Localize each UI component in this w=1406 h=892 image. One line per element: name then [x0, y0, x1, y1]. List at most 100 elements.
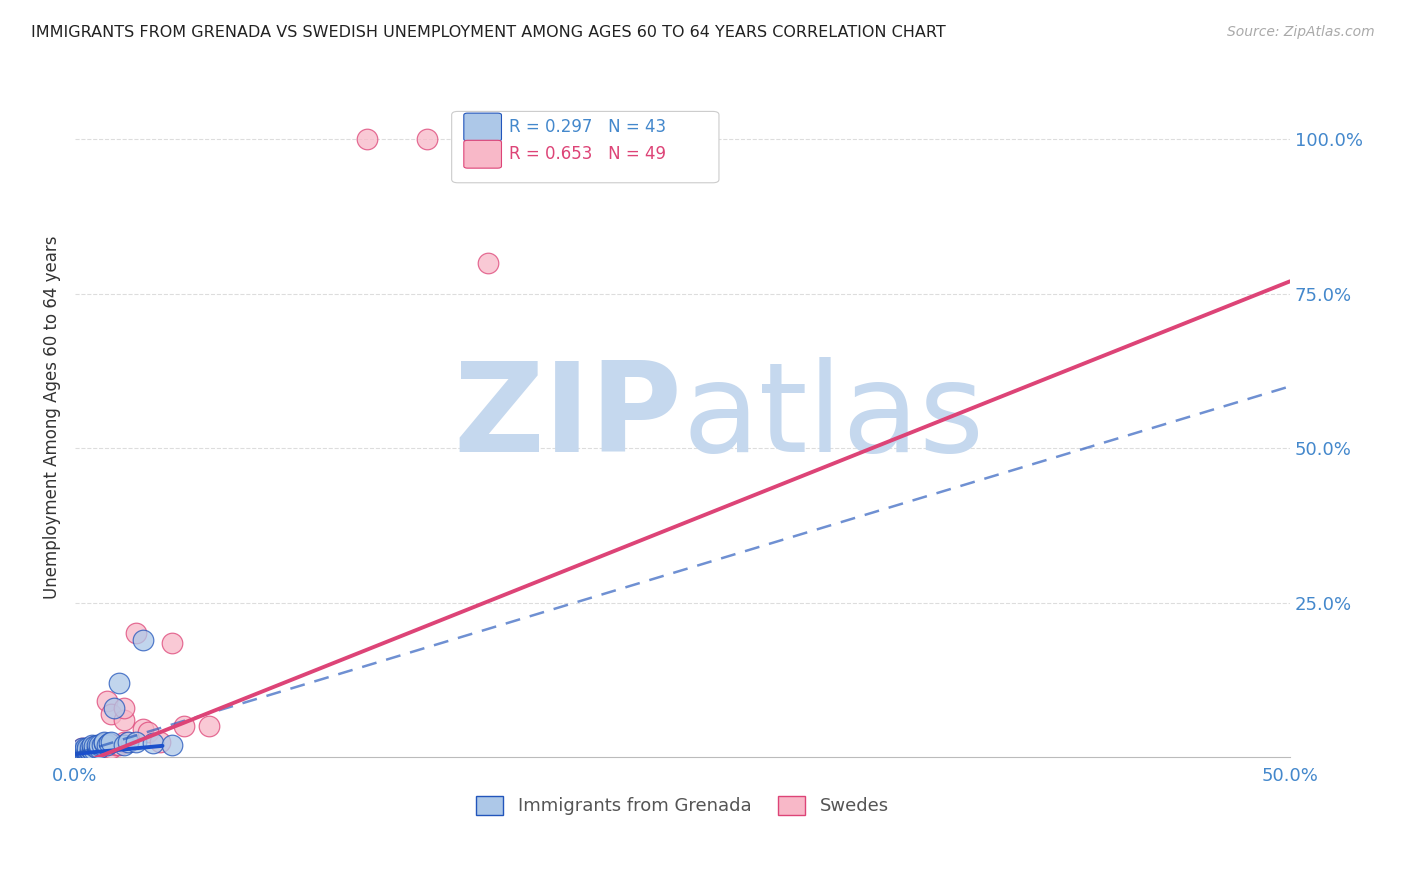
Point: [76, 747, 98, 761]
Point: [107, 676, 129, 690]
Text: ZIP: ZIP: [454, 357, 682, 478]
Point: [63, 747, 86, 761]
Point: [83, 742, 105, 756]
Point: [80, 738, 103, 752]
Point: [63, 747, 86, 761]
Point: [76, 744, 98, 758]
Point: [93, 734, 115, 748]
Point: [86, 738, 108, 752]
Point: [76, 742, 98, 756]
Point: [72, 745, 94, 759]
Point: [76, 745, 98, 759]
Point: [79, 740, 101, 755]
Point: [112, 734, 135, 748]
Point: [72, 744, 94, 758]
Point: [86, 740, 108, 755]
Point: [69, 745, 91, 759]
Point: [356, 132, 378, 146]
Point: [112, 738, 135, 752]
Point: [79, 744, 101, 758]
Point: [93, 736, 115, 750]
Point: [80, 744, 103, 758]
Point: [76, 740, 98, 755]
Point: [79, 745, 101, 759]
Point: [477, 256, 499, 270]
Point: [73, 742, 96, 756]
Point: [96, 738, 118, 752]
Point: [72, 740, 94, 755]
Point: [69, 747, 91, 761]
Point: [90, 738, 112, 752]
Point: [160, 635, 183, 649]
Point: [117, 734, 139, 748]
Point: [83, 742, 105, 756]
Point: [100, 706, 122, 721]
Point: [125, 734, 148, 748]
Point: [89, 740, 111, 755]
Text: Source: ZipAtlas.com: Source: ZipAtlas.com: [1227, 25, 1375, 39]
Point: [79, 744, 101, 758]
Point: [73, 742, 96, 756]
Point: [72, 742, 94, 756]
Point: [197, 719, 219, 733]
Point: [149, 734, 172, 748]
Point: [86, 739, 108, 753]
Point: [105, 738, 128, 752]
Point: [90, 738, 112, 752]
Text: IMMIGRANTS FROM GRENADA VS SWEDISH UNEMPLOYMENT AMONG AGES 60 TO 64 YEARS CORREL: IMMIGRANTS FROM GRENADA VS SWEDISH UNEMP…: [31, 25, 946, 40]
Legend: Immigrants from Grenada, Swedes: Immigrants from Grenada, Swedes: [468, 789, 896, 822]
Point: [73, 747, 96, 761]
Point: [416, 132, 439, 146]
Point: [98, 736, 121, 750]
Point: [66, 745, 89, 759]
Point: [72, 740, 94, 755]
Point: [73, 744, 96, 758]
Point: [72, 745, 94, 759]
FancyBboxPatch shape: [451, 112, 718, 183]
Point: [112, 700, 135, 714]
Text: R = 0.653   N = 49: R = 0.653 N = 49: [509, 145, 666, 163]
Point: [107, 738, 129, 752]
Point: [76, 742, 98, 756]
Point: [72, 744, 94, 758]
Point: [72, 747, 94, 761]
FancyBboxPatch shape: [464, 113, 502, 141]
Point: [76, 744, 98, 758]
Point: [89, 740, 111, 755]
Point: [136, 725, 159, 739]
Point: [80, 744, 103, 758]
Point: [112, 713, 135, 727]
Text: atlas: atlas: [682, 357, 984, 478]
Point: [100, 740, 122, 755]
Point: [80, 742, 103, 756]
Point: [125, 626, 148, 640]
Text: R = 0.297   N = 43: R = 0.297 N = 43: [509, 118, 666, 136]
Point: [83, 739, 105, 753]
Point: [79, 740, 101, 755]
Point: [86, 740, 108, 755]
Point: [66, 747, 89, 761]
Point: [89, 738, 111, 752]
Point: [80, 740, 103, 755]
Point: [93, 738, 115, 752]
Point: [132, 722, 155, 736]
Point: [83, 739, 105, 753]
Point: [96, 694, 118, 708]
Point: [100, 734, 122, 748]
Point: [69, 745, 91, 759]
Point: [76, 740, 98, 755]
Y-axis label: Unemployment Among Ages 60 to 64 years: Unemployment Among Ages 60 to 64 years: [44, 235, 60, 599]
Point: [73, 745, 96, 759]
Point: [160, 738, 183, 752]
Point: [72, 744, 94, 758]
Point: [96, 738, 118, 752]
FancyBboxPatch shape: [464, 140, 502, 169]
Point: [73, 740, 96, 755]
Point: [103, 700, 125, 714]
Point: [76, 745, 98, 759]
Point: [173, 719, 195, 733]
Point: [73, 744, 96, 758]
Point: [66, 747, 89, 761]
Point: [117, 734, 139, 748]
Point: [89, 738, 111, 752]
